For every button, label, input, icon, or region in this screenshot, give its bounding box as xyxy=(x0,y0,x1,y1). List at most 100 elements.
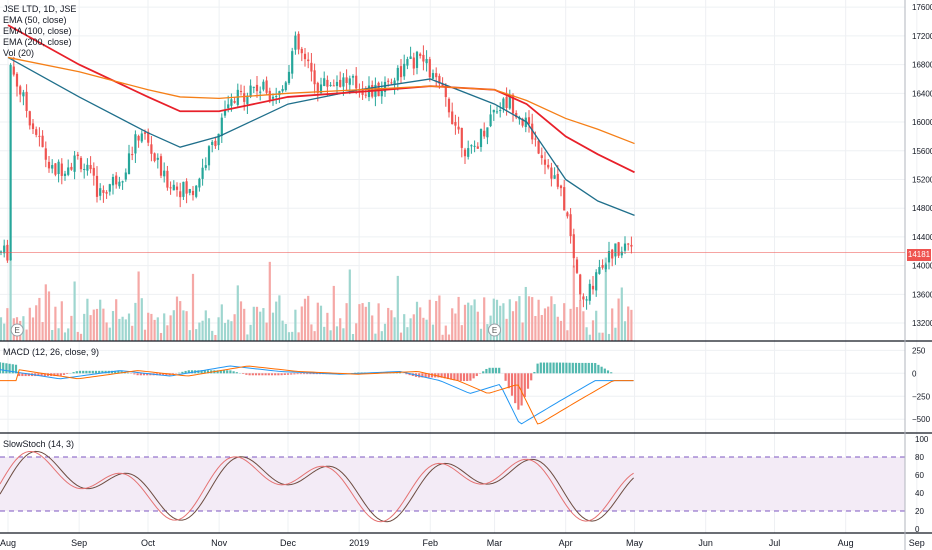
candle-body xyxy=(233,101,236,103)
earnings-marker-label: E xyxy=(492,326,497,335)
candle-body xyxy=(499,110,502,112)
ema50-legend[interactable]: EMA (50, close) xyxy=(3,15,67,25)
volume-bar xyxy=(291,331,294,341)
volume-bar xyxy=(623,321,627,341)
macd-histogram-bar xyxy=(5,363,8,374)
candle-body xyxy=(89,165,92,170)
stoch-tick-label: 60 xyxy=(915,471,924,480)
candle-body xyxy=(12,66,15,75)
price-tick-label: 14000 xyxy=(912,262,932,271)
candle-body xyxy=(479,129,483,148)
macd-histogram-bar xyxy=(440,373,443,378)
volume-bar xyxy=(540,315,543,341)
price-tick-label: 13200 xyxy=(912,319,932,328)
stoch-label[interactable]: SlowStoch (14, 3) xyxy=(3,439,75,449)
macd-histogram-bar xyxy=(139,373,142,376)
candle-body xyxy=(79,157,83,170)
volume-bar xyxy=(191,273,195,341)
volume-bar xyxy=(425,319,428,341)
macd-label[interactable]: MACD (12, 26, close, 9) xyxy=(3,347,100,357)
volume-bar xyxy=(547,306,550,341)
candle-body xyxy=(329,84,332,86)
volume-bar xyxy=(198,322,201,341)
volume-bar xyxy=(364,306,367,341)
ema100-legend[interactable]: EMA (100, close) xyxy=(3,26,72,36)
macd-histogram-bar xyxy=(248,373,251,376)
candle-body xyxy=(214,140,217,147)
macd-histogram-bar xyxy=(354,372,357,374)
volume-bar xyxy=(431,324,435,341)
volume-bar xyxy=(422,317,425,341)
macd-histogram-bar xyxy=(456,373,459,381)
candle-body xyxy=(614,243,617,257)
volume-bar xyxy=(313,331,316,341)
candle-body xyxy=(515,113,518,118)
candle-body xyxy=(595,272,598,291)
volume-bar xyxy=(409,318,412,341)
candle-body xyxy=(108,184,111,192)
volume-bar xyxy=(326,312,329,341)
volume-bar xyxy=(89,315,92,341)
candle-body xyxy=(492,109,495,113)
volume-bar xyxy=(627,306,630,341)
macd-histogram-bar xyxy=(146,373,149,376)
candle-body xyxy=(444,84,447,98)
candle-body xyxy=(259,91,262,93)
volume-bar xyxy=(150,313,153,341)
candle-body xyxy=(22,92,25,97)
x-tick-label: Sep xyxy=(71,538,87,548)
volume-bar xyxy=(281,320,284,341)
macd-histogram-bar xyxy=(424,373,427,378)
macd-histogram-bar xyxy=(462,373,466,382)
volume-bar xyxy=(447,334,451,341)
candle-body xyxy=(127,153,131,175)
candle-body xyxy=(243,93,246,102)
volume-bar xyxy=(403,314,406,341)
volume-bar xyxy=(124,319,127,341)
volume-bar xyxy=(63,332,67,341)
volume-legend[interactable]: Vol (20) xyxy=(3,48,35,58)
candle-body xyxy=(185,181,188,194)
macd-histogram-bar xyxy=(101,370,104,374)
candle-body xyxy=(390,82,393,84)
macd-histogram-bar xyxy=(59,373,62,376)
candle-body xyxy=(620,251,623,256)
symbol-title[interactable]: JSE LTD, 1D, JSE xyxy=(3,4,77,14)
earnings-marker-label: E xyxy=(15,326,20,335)
macd-histogram-bar xyxy=(190,370,194,374)
volume-bar xyxy=(611,308,614,341)
x-tick-label: Apr xyxy=(559,538,573,548)
candle-body xyxy=(140,133,143,142)
volume-bar xyxy=(243,308,246,341)
volume-bar xyxy=(428,299,431,341)
volume-bar xyxy=(262,308,265,341)
candle-body xyxy=(124,172,127,180)
volume-bar xyxy=(310,324,313,341)
volume-bar xyxy=(51,329,54,341)
volume-bar xyxy=(601,332,604,341)
last-price-tag: 14181 xyxy=(907,249,931,261)
macd-histogram-bar xyxy=(261,373,264,376)
volume-bar xyxy=(319,305,323,341)
volume-bar xyxy=(108,327,111,341)
macd-tick-label: −500 xyxy=(912,415,931,424)
candle-body xyxy=(351,76,355,78)
macd-histogram-bar xyxy=(526,373,530,389)
macd-histogram-bar xyxy=(117,370,120,374)
candle-body xyxy=(246,95,249,104)
macd-histogram-bar xyxy=(181,371,184,374)
candle-body xyxy=(198,178,201,188)
volume-bar xyxy=(115,299,118,341)
macd-histogram-bar xyxy=(98,370,101,374)
x-tick-label: Aug xyxy=(838,538,854,548)
candle-body xyxy=(550,167,553,179)
candle-body xyxy=(63,173,67,176)
volume-bar xyxy=(195,329,198,341)
volume-bar xyxy=(387,307,390,341)
candle-body xyxy=(483,130,486,137)
volume-bar xyxy=(188,330,191,341)
ema200-legend[interactable]: EMA (200, close) xyxy=(3,37,72,47)
candle-body xyxy=(415,51,419,68)
candle-body xyxy=(339,79,342,87)
